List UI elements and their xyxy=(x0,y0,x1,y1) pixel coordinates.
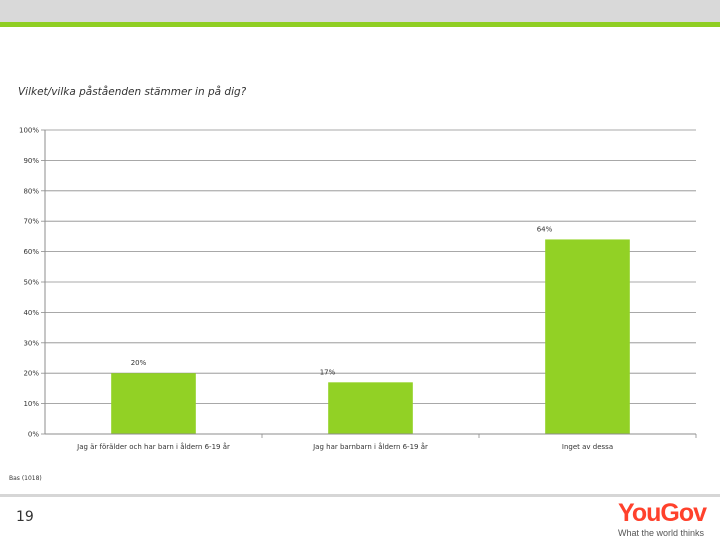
accent-stripe xyxy=(0,22,720,27)
bar xyxy=(545,239,630,434)
y-tick-label: 0% xyxy=(28,431,39,439)
logo-gov: Gov xyxy=(660,499,707,527)
bar xyxy=(111,373,196,434)
logo-tagline: What the world thinks xyxy=(618,528,705,538)
page-number: 19 xyxy=(16,509,34,525)
bar xyxy=(328,382,413,434)
data-labels: 20% 17% 64% xyxy=(131,225,553,376)
header-band xyxy=(0,0,720,22)
y-axis-ticks: 0% 10% 20% 30% 40% 50% 60% 70% 80% 90% 100% xyxy=(19,127,39,439)
base-note: Bas (1018) xyxy=(9,475,42,482)
footer-divider xyxy=(0,494,720,497)
y-tick-label: 20% xyxy=(23,370,39,378)
y-tick-label: 100% xyxy=(19,127,39,135)
data-label: 64% xyxy=(537,225,553,233)
y-tick-label: 30% xyxy=(23,339,39,347)
y-tick-label: 50% xyxy=(23,279,39,287)
x-tick-label: Jag är förälder och har barn i åldern 6-… xyxy=(76,442,230,451)
y-tick-label: 60% xyxy=(23,248,39,256)
bar-chart: 0% 10% 20% 30% 40% 50% 60% 70% 80% 90% 100% 20% 17%… xyxy=(19,127,697,451)
bars xyxy=(111,239,630,434)
x-axis-labels: Jag är förälder och har barn i åldern 6-… xyxy=(76,442,613,451)
logo-you: You xyxy=(618,499,661,527)
y-tick-label: 40% xyxy=(23,309,39,317)
question-title: Vilket/vilka påståenden stämmer in på di… xyxy=(18,86,247,98)
x-tick-label: Jag har barnbarn i åldern 6-19 år xyxy=(312,442,428,451)
data-label: 20% xyxy=(131,359,147,367)
y-tick-label: 10% xyxy=(23,400,39,408)
y-tick-label: 90% xyxy=(23,157,39,165)
y-tick-label: 80% xyxy=(23,187,39,195)
y-tick-label: 70% xyxy=(23,218,39,226)
yougov-logo: YouGov What the world thinks xyxy=(618,501,718,541)
x-tick-label: Inget av dessa xyxy=(562,443,613,451)
data-label: 17% xyxy=(320,368,336,376)
logo-wordmark: YouGov xyxy=(618,501,718,526)
